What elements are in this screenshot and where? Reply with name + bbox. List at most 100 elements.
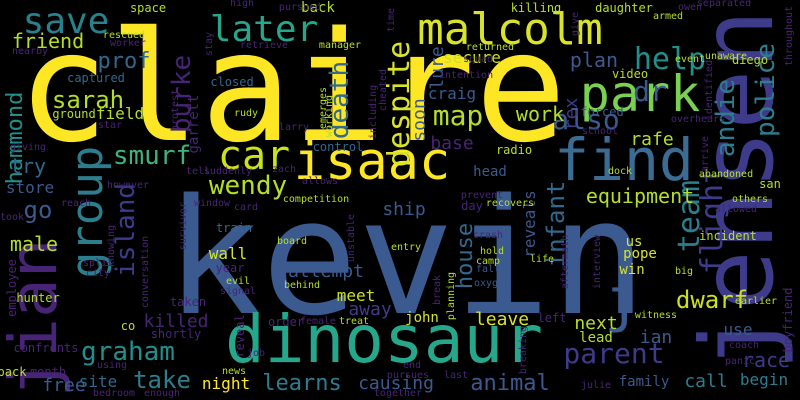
- word: working: [324, 94, 335, 138]
- word: coach: [728, 340, 760, 351]
- word: soon: [409, 98, 430, 142]
- word: base: [430, 133, 474, 154]
- word: together: [373, 388, 423, 399]
- word: order: [267, 315, 305, 329]
- word: tell: [185, 166, 211, 177]
- word: learns: [262, 371, 342, 396]
- word: night: [201, 374, 251, 393]
- word: squad: [462, 54, 494, 65]
- word: survivor: [178, 201, 189, 251]
- word: video: [611, 67, 649, 81]
- word: next: [574, 313, 618, 334]
- word: smurf: [112, 141, 192, 171]
- word: zach: [271, 164, 297, 175]
- word: hunter: [16, 291, 60, 305]
- word: ship: [382, 199, 426, 220]
- word: call: [684, 371, 728, 392]
- word: train: [215, 221, 253, 235]
- word: pursues: [386, 370, 430, 381]
- word: forced: [580, 105, 624, 119]
- word: treat: [338, 316, 370, 327]
- word: unaware: [704, 51, 748, 62]
- word: intention: [438, 70, 494, 81]
- word: lure: [427, 46, 448, 90]
- word: retrieve: [239, 40, 289, 51]
- word: year: [215, 261, 245, 275]
- word: arrive: [700, 135, 711, 173]
- word: giving: [9, 142, 47, 153]
- word: protest: [170, 88, 181, 132]
- word: use: [723, 320, 753, 339]
- word: attempt: [288, 261, 364, 282]
- word: witness: [634, 310, 678, 321]
- word: high: [229, 0, 255, 9]
- word: free: [42, 375, 86, 396]
- word: behind: [283, 280, 321, 291]
- word: back: [301, 0, 335, 16]
- word: begin: [739, 370, 789, 389]
- word: using: [96, 360, 128, 371]
- word: larry: [278, 122, 310, 133]
- word: rudy: [233, 108, 259, 119]
- word: window: [193, 198, 231, 209]
- word: site: [78, 372, 118, 391]
- word: pursued: [278, 2, 322, 13]
- word: taken: [169, 295, 207, 309]
- word: others: [731, 194, 769, 205]
- word: rescued: [102, 30, 146, 41]
- word: unstable: [346, 213, 357, 263]
- word: allowed: [714, 204, 758, 215]
- word: also: [552, 103, 620, 136]
- word: wendy: [208, 171, 288, 201]
- word: co: [120, 319, 136, 333]
- word: suddenly: [203, 166, 253, 177]
- word: bedroom: [92, 388, 136, 399]
- word: abandoned: [698, 169, 754, 180]
- word: employee: [5, 259, 19, 317]
- word: interview: [592, 234, 603, 290]
- word: help: [633, 42, 707, 77]
- word: isaac: [293, 132, 451, 192]
- word: daughter: [595, 1, 653, 15]
- word: big: [674, 266, 694, 277]
- word: dr: [633, 75, 667, 108]
- word: throughout: [784, 5, 795, 67]
- word: identified: [704, 59, 715, 121]
- word: wall: [208, 244, 248, 263]
- word: last: [443, 370, 469, 381]
- word: allows: [301, 176, 339, 187]
- word: day: [461, 199, 483, 213]
- word: enough: [143, 388, 181, 399]
- word: breaking: [518, 325, 529, 375]
- word: however: [106, 180, 150, 191]
- word: shortly: [150, 327, 202, 341]
- word: race: [741, 348, 791, 372]
- word: pack: [0, 365, 27, 379]
- word: later: [209, 9, 319, 50]
- word: friend: [11, 29, 85, 53]
- word: dinosaur: [225, 301, 543, 378]
- word: diego: [731, 53, 769, 67]
- word: animal: [470, 371, 550, 396]
- word: event: [674, 54, 706, 65]
- word: kevin: [165, 164, 647, 351]
- word: evil: [225, 276, 251, 287]
- word: worker: [109, 38, 147, 49]
- word: city: [85, 268, 111, 279]
- word: park: [579, 65, 701, 123]
- word: family: [618, 374, 670, 390]
- word: incident: [699, 229, 757, 243]
- word: plan: [569, 48, 619, 72]
- word: take: [133, 366, 191, 394]
- word: save: [22, 1, 110, 42]
- word: san: [759, 177, 781, 191]
- word: month: [29, 365, 67, 379]
- word: prevent: [460, 190, 504, 201]
- word: entry: [390, 242, 422, 253]
- word: graham: [81, 337, 175, 367]
- word: killed: [143, 311, 209, 332]
- word: life: [529, 254, 555, 265]
- word: nearby: [11, 46, 49, 57]
- word: owen: [677, 2, 703, 13]
